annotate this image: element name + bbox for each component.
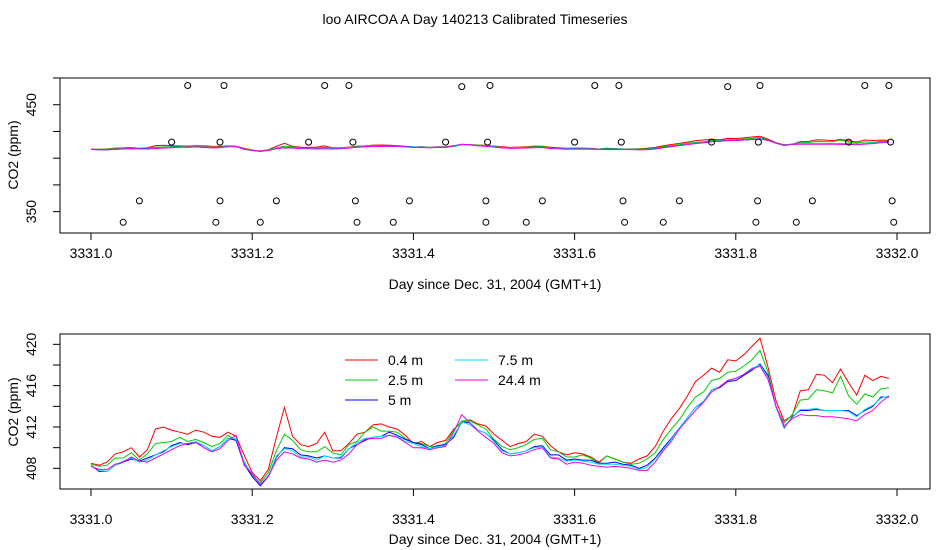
- top-marker-point: [887, 138, 895, 146]
- top-marker-point: [617, 138, 625, 146]
- top-x-axis: 3331.0 3331.2 3331.4 3331.6 3331.8 3332.0: [70, 233, 919, 261]
- top-marker-point: [349, 138, 357, 146]
- top-x-axis-label: Day since Dec. 31, 2004 (GMT+1): [389, 276, 602, 292]
- top-marker-point: [484, 138, 492, 146]
- bottom-y-tick-label: 416: [23, 374, 39, 398]
- chart-title: loo AIRCOA A Day 140213 Calibrated Times…: [322, 11, 627, 27]
- bottom-plot-frame: [59, 333, 931, 490]
- bottom-x-tick-label: 3332.0: [876, 511, 919, 527]
- top-marker-point: [184, 82, 192, 89]
- top-marker-point: [216, 197, 224, 205]
- top-marker-point: [845, 138, 853, 146]
- legend: 0.4 m 2.5 m 5 m 7.5 m 24.4 m: [345, 352, 541, 408]
- legend-label: 0.4 m: [388, 352, 423, 368]
- top-marker-point: [890, 218, 898, 226]
- top-marker-point: [256, 218, 264, 226]
- top-x-tick-label: 3331.0: [70, 245, 113, 261]
- top-marker-point: [482, 197, 490, 205]
- top-marker-point: [389, 218, 397, 226]
- top-marker-point: [353, 218, 361, 226]
- bottom-y-tick-label: 420: [23, 332, 39, 356]
- bottom-series-line-7-5-m: [90, 364, 890, 485]
- top-x-tick-label: 3331.4: [392, 245, 435, 261]
- top-x-tick-label: 3331.2: [231, 245, 274, 261]
- top-marker-point: [458, 83, 466, 91]
- bottom-x-tick-label: 3331.8: [714, 511, 757, 527]
- top-plot-frame: [59, 77, 931, 234]
- top-circle-markers: [119, 82, 898, 226]
- top-marker-point: [621, 218, 629, 226]
- bottom-series-line-0-4-m: [90, 337, 890, 482]
- bottom-y-axis-label: CO2 (ppm): [5, 377, 21, 446]
- top-y-tick-label: 450: [23, 93, 39, 117]
- bottom-x-tick-label: 3331.2: [231, 511, 274, 527]
- top-marker-point: [305, 138, 313, 146]
- top-x-tick-label: 3332.0: [876, 245, 919, 261]
- bottom-y-axis: 408 412 416 420: [23, 332, 60, 480]
- top-y-axis: 350 450: [23, 77, 60, 224]
- top-marker-point: [861, 82, 869, 89]
- top-series-lines: [90, 135, 889, 152]
- top-marker-point: [754, 138, 762, 146]
- legend-label: 7.5 m: [498, 352, 533, 368]
- top-marker-point: [756, 82, 764, 89]
- top-marker-point: [321, 82, 329, 89]
- top-marker-point: [272, 197, 280, 205]
- legend-label: 5 m: [388, 392, 411, 408]
- top-marker-point: [538, 197, 546, 205]
- top-marker-point: [752, 218, 760, 226]
- top-marker-point: [885, 82, 893, 89]
- top-y-axis-label: CO2 (ppm): [5, 120, 21, 189]
- top-marker-point: [808, 197, 816, 205]
- top-marker-point: [220, 82, 228, 89]
- legend-label: 2.5 m: [388, 372, 423, 388]
- bottom-series-lines: [90, 337, 890, 487]
- top-marker-point: [486, 82, 494, 89]
- bottom-x-axis-label: Day since Dec. 31, 2004 (GMT+1): [389, 531, 602, 547]
- bottom-panel: 3331.0 3331.2 3331.4 3331.6 3331.8 3332.0 408…: [5, 332, 931, 547]
- bottom-y-tick-label: 412: [23, 415, 39, 439]
- top-x-tick-label: 3331.6: [553, 245, 596, 261]
- top-y-tick-label: 350: [23, 200, 39, 224]
- top-marker-point: [708, 138, 716, 146]
- bottom-series-line-2-5-m: [90, 349, 889, 484]
- top-marker-point: [216, 138, 224, 146]
- top-marker-point: [482, 218, 490, 226]
- top-series-line: [90, 138, 889, 152]
- top-marker-point: [212, 218, 220, 226]
- top-marker-point: [754, 197, 762, 205]
- top-marker-point: [591, 82, 599, 89]
- bottom-y-tick-label: 408: [23, 456, 39, 480]
- top-panel: 3331.0 3331.2 3331.4 3331.6 3331.8 3332.0 350…: [5, 77, 931, 292]
- top-marker-point: [619, 197, 627, 205]
- top-marker-point: [351, 197, 359, 205]
- top-marker-point: [571, 138, 579, 146]
- top-marker-point: [615, 82, 623, 89]
- top-marker-point: [345, 82, 353, 89]
- top-marker-point: [522, 218, 530, 226]
- top-marker-point: [675, 197, 683, 205]
- top-marker-point: [135, 197, 143, 205]
- bottom-x-tick-label: 3331.4: [392, 511, 435, 527]
- top-marker-point: [168, 138, 176, 146]
- top-marker-point: [724, 83, 732, 91]
- legend-label: 24.4 m: [498, 372, 541, 388]
- top-marker-point: [119, 218, 127, 226]
- bottom-x-axis: 3331.0 3331.2 3331.4 3331.6 3331.8 3332.0: [70, 489, 919, 527]
- top-marker-point: [792, 218, 800, 226]
- bottom-x-tick-label: 3331.0: [70, 511, 113, 527]
- top-marker-point: [442, 138, 450, 146]
- top-marker-point: [659, 218, 667, 226]
- bottom-series-line-24-4-m: [90, 365, 890, 486]
- top-marker-point: [888, 197, 896, 205]
- top-x-tick-label: 3331.8: [714, 245, 757, 261]
- bottom-x-tick-label: 3331.6: [553, 511, 596, 527]
- top-marker-point: [405, 197, 413, 205]
